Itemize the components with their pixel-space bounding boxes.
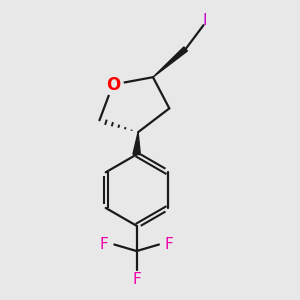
Text: F: F	[132, 272, 141, 287]
Text: F: F	[100, 237, 108, 252]
Polygon shape	[133, 132, 140, 155]
Polygon shape	[153, 47, 188, 77]
Circle shape	[102, 74, 123, 95]
Text: I: I	[203, 13, 207, 28]
Text: F: F	[165, 237, 174, 252]
Text: O: O	[106, 76, 120, 94]
